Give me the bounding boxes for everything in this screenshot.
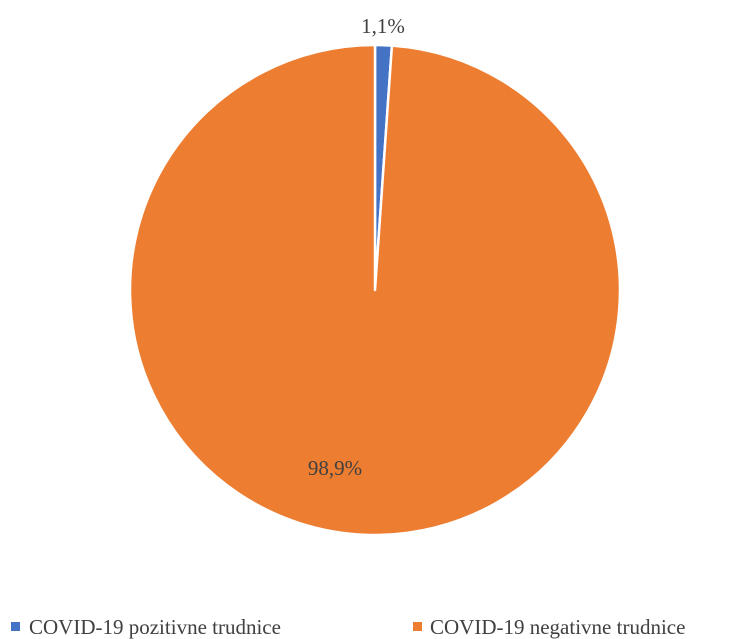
legend-item-negative: COVID-19 negativne trudnice [413, 615, 685, 639]
pie-slice-negative [128, 43, 622, 537]
legend-swatch-negative [413, 622, 422, 631]
legend: COVID-19 pozitivne trudnice COVID-19 neg… [11, 615, 685, 639]
legend-label-positive: COVID-19 pozitivne trudnice [29, 615, 281, 639]
legend-swatch-positive [11, 622, 20, 631]
legend-item-positive: COVID-19 pozitivne trudnice [11, 615, 281, 639]
pie-slices [128, 43, 622, 537]
legend-label-negative: COVID-19 negativne trudnice [430, 615, 685, 639]
data-label-positive: 1,1% [361, 14, 405, 38]
data-label-negative: 98,9% [308, 456, 362, 480]
